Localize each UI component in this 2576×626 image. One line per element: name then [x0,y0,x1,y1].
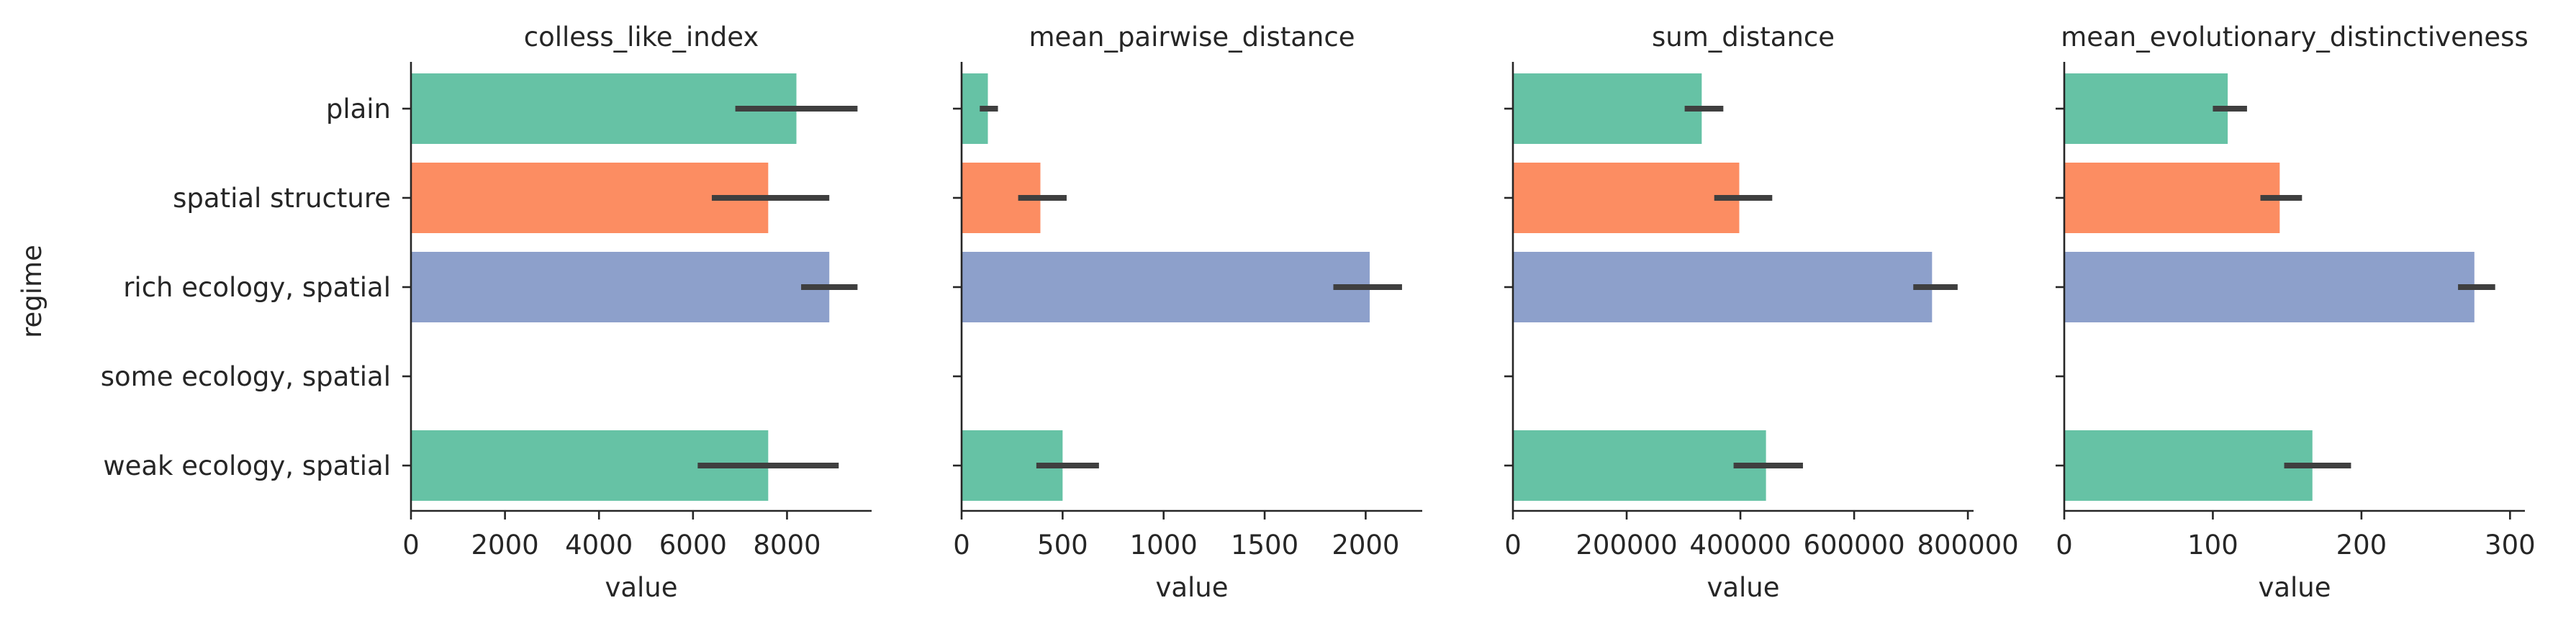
y-tick-label: plain [326,94,391,124]
x-tick-label: 6000 [659,530,727,561]
bar-spatial-structure [1513,163,1740,233]
y-tick-label: spatial structure [173,183,391,214]
panel-sum_distance: sum_distance 0 200000 400000 600000 800000 val… [1504,22,2019,603]
bar-rich-ecology-spatial [1513,252,1933,322]
x-tick-label: 300 [2485,530,2536,561]
x-tick-label: 8000 [753,530,821,561]
bar-weak-ecology-spatial [2064,430,2313,501]
x-tick-label: 2000 [471,530,539,561]
panel-title: colless_like_index [524,22,759,53]
bar-rich-ecology-spatial [962,252,1370,322]
x-tick-label: 200 [2336,530,2387,561]
x-tick-label: 500 [1037,530,1088,561]
panel-title: mean_pairwise_distance [1029,22,1355,53]
x-tick-label: 0 [1504,530,1522,561]
x-axis-label: value [2258,572,2331,603]
x-tick-label: 0 [953,530,970,561]
panel-title: sum_distance [1652,22,1835,53]
x-tick-label: 0 [2056,530,2073,561]
x-tick-label: 2000 [1332,530,1399,561]
bar-rich-ecology-spatial [2064,252,2475,322]
x-tick-label: 400000 [1689,530,1791,561]
bar-plain [1513,73,1702,144]
x-axis-label: value [1707,572,1779,603]
x-axis-label: value [1155,572,1228,603]
panel-title: mean_evolutionary_distinctiveness [2061,22,2528,53]
x-tick-label: 1500 [1231,530,1298,561]
bar-spatial-structure [2064,163,2280,233]
bar-weak-ecology-spatial [1513,430,1766,501]
x-tick-label: 100 [2187,530,2238,561]
x-tick-label: 800000 [1917,530,2018,561]
bar-plain [2064,73,2228,144]
x-tick-label: 200000 [1576,530,1677,561]
shared-y-axis-label: regime [17,245,48,338]
x-tick-label: 0 [402,530,420,561]
bar-spatial-structure [411,163,769,233]
x-tick-label: 4000 [565,530,633,561]
x-tick-label: 1000 [1130,530,1198,561]
x-tick-label: 600000 [1803,530,1904,561]
x-axis-label: value [605,572,677,603]
panel-mean_evolutionary_distinctiveness: mean_evolutionary_distinctiveness 0 100 200… [2056,22,2536,603]
bar-plain [411,73,797,144]
y-tick-label: rich ecology, spatial [123,272,391,303]
y-tick-label: some ecology, spatial [101,361,391,392]
y-tick-label: weak ecology, spatial [103,450,391,481]
bar-rich-ecology-spatial [411,252,830,322]
panel-mean_pairwise_distance: mean_pairwise_distance 0 500 1000 1500 2000 va… [953,22,1422,603]
